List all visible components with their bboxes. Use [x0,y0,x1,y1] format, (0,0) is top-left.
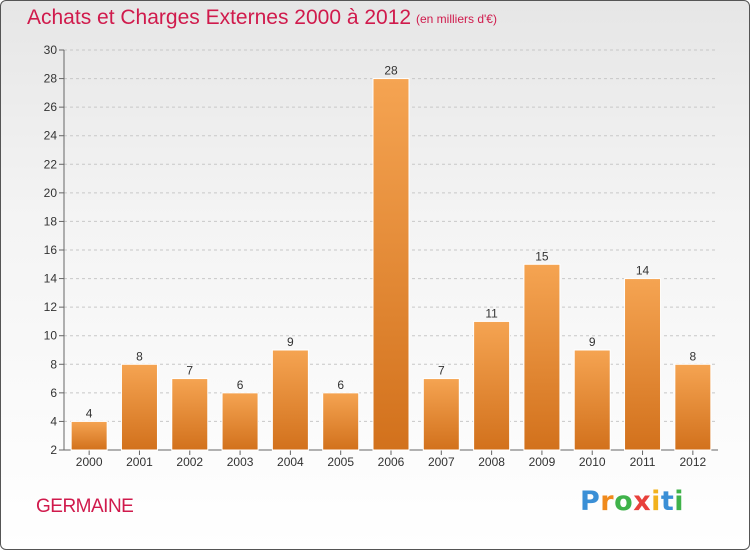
x-tick-label: 2012 [679,455,706,469]
y-tick-label: 20 [44,186,58,200]
logo-letter: t [660,486,675,517]
logo-letter: r [600,486,615,517]
bar [372,78,410,451]
data-label: 15 [535,249,549,263]
data-label: 9 [287,335,294,349]
logo-letter: i [651,486,661,517]
x-tick-label: 2006 [378,455,405,469]
bar [473,320,511,451]
data-label: 6 [237,378,244,392]
bar [120,363,158,451]
x-tick-label: 2011 [630,455,656,469]
bar [221,392,259,451]
y-tick-label: 16 [44,243,58,257]
logo-letter: x [633,486,652,517]
data-label: 8 [136,349,143,363]
y-tick-label: 24 [44,129,58,143]
y-tick-label: 10 [44,329,58,343]
y-tick-label: 2 [50,443,57,457]
x-tick-label: 2005 [327,455,354,469]
x-tick-label: 2000 [76,455,103,469]
y-tick-label: 22 [44,157,58,171]
bar [171,378,209,451]
bar [523,263,561,451]
y-tick-label: 4 [50,414,57,428]
logo-letter: P [580,486,601,517]
data-label: 6 [337,378,344,392]
chart-title: Achats et Charges Externes 2000 à 2012 [27,6,412,29]
chart-subtitle: (en milliers d'€) [416,12,497,26]
y-tick-label: 18 [44,214,58,228]
data-label: 7 [186,364,193,378]
data-label: 11 [485,306,498,320]
y-tick-label: 12 [44,300,58,314]
y-tick-label: 14 [44,272,58,286]
y-tick-label: 6 [50,386,57,400]
x-tick-label: 2010 [579,455,606,469]
data-label: 9 [589,335,596,349]
x-tick-label: 2008 [478,455,505,469]
x-tick-label: 2003 [227,455,254,469]
bars [70,78,712,451]
y-tick-label: 28 [44,72,58,86]
logo-letter: o [614,486,634,517]
y-tick-label: 26 [44,100,58,114]
x-tick-label: 2007 [428,455,455,469]
bar [322,392,360,451]
x-tick-label: 2004 [277,455,304,469]
bar [624,278,662,451]
data-label: 8 [690,349,697,363]
x-tick-label: 2009 [529,455,556,469]
x-tick-label: 2002 [176,455,203,469]
data-label: 7 [438,364,445,378]
logo-letter: i [674,486,685,517]
bar [70,420,108,451]
data-label: 14 [636,264,650,278]
bar [422,378,460,451]
commune-name: GERMAINE [36,496,134,517]
bar [674,363,712,451]
bar [271,349,309,451]
data-label: 4 [86,406,93,420]
y-tick-label: 30 [44,43,58,57]
data-label: 28 [384,64,398,78]
bar [573,349,611,451]
x-tick-label: 2001 [126,455,153,469]
proxiti-logo[interactable]: Proxiti [580,486,684,517]
labels: 2468101214161820222426283020004200182002… [44,43,707,469]
y-tick-label: 8 [50,357,57,371]
